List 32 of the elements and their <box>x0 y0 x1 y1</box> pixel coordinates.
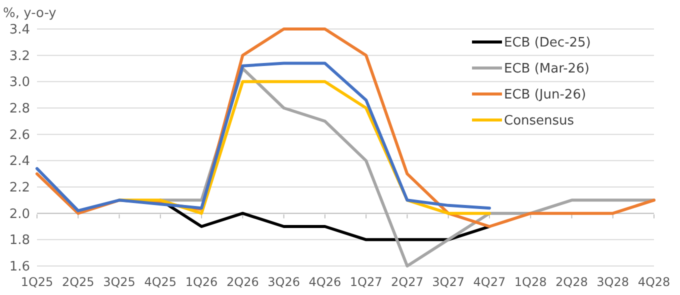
x-tick-label: 4Q26 <box>308 275 342 289</box>
x-tick-label: 4Q28 <box>638 275 670 289</box>
y-tick-label: 2.4 <box>9 154 30 170</box>
y-tick-label: 2.0 <box>9 206 30 222</box>
x-tick-label: 1Q25 <box>20 275 54 289</box>
y-tick-label: 3.2 <box>9 48 30 64</box>
x-tick-label: 2Q28 <box>556 275 588 289</box>
x-tick-label: 3Q27 <box>432 275 465 289</box>
y-tick-label: 2.6 <box>9 128 30 143</box>
legend-label: ECB (Dec-25) <box>504 36 591 51</box>
x-tick-label: 1Q27 <box>350 275 382 289</box>
y-tick-label: 2.2 <box>9 180 30 196</box>
legend-label: Consensus <box>504 114 574 129</box>
y-tick-label: 1.6 <box>9 260 30 275</box>
y-tick-label: 3.0 <box>9 75 30 90</box>
y-tick-label: 3.4 <box>9 22 30 38</box>
x-tick-label: 4Q27 <box>473 275 506 289</box>
x-tick-label: 1Q26 <box>185 275 218 289</box>
x-tick-label: 1Q28 <box>514 275 547 289</box>
x-tick-label: 3Q28 <box>596 275 630 289</box>
y-axis-title: %, y-o-y <box>3 6 57 21</box>
x-tick-label: 3Q26 <box>268 275 300 289</box>
x-tick-label: 2Q25 <box>62 275 94 289</box>
line-series <box>36 62 491 212</box>
x-tick-label: 2Q27 <box>391 275 424 289</box>
legend-label: ECB (Jun-26) <box>504 88 586 103</box>
x-tick-label: 3Q25 <box>103 275 136 289</box>
y-tick-label: 2.8 <box>9 102 30 117</box>
x-tick-label: 2Q26 <box>226 275 259 289</box>
legend-label: ECB (Mar-26) <box>504 62 590 77</box>
y-tick-label: 1.8 <box>9 233 30 248</box>
x-tick-label: 4Q25 <box>144 275 177 289</box>
